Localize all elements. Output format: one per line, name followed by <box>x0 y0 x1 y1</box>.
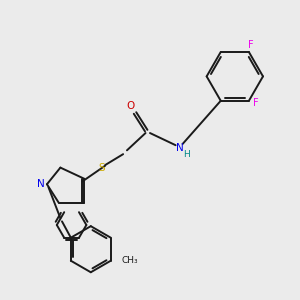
Text: H: H <box>183 150 190 159</box>
Text: F: F <box>253 98 259 108</box>
Text: F: F <box>248 40 253 50</box>
Text: CH₃: CH₃ <box>122 256 139 265</box>
Text: S: S <box>98 163 105 173</box>
Text: N: N <box>176 143 183 153</box>
Text: O: O <box>126 101 135 112</box>
Text: N: N <box>37 178 44 189</box>
